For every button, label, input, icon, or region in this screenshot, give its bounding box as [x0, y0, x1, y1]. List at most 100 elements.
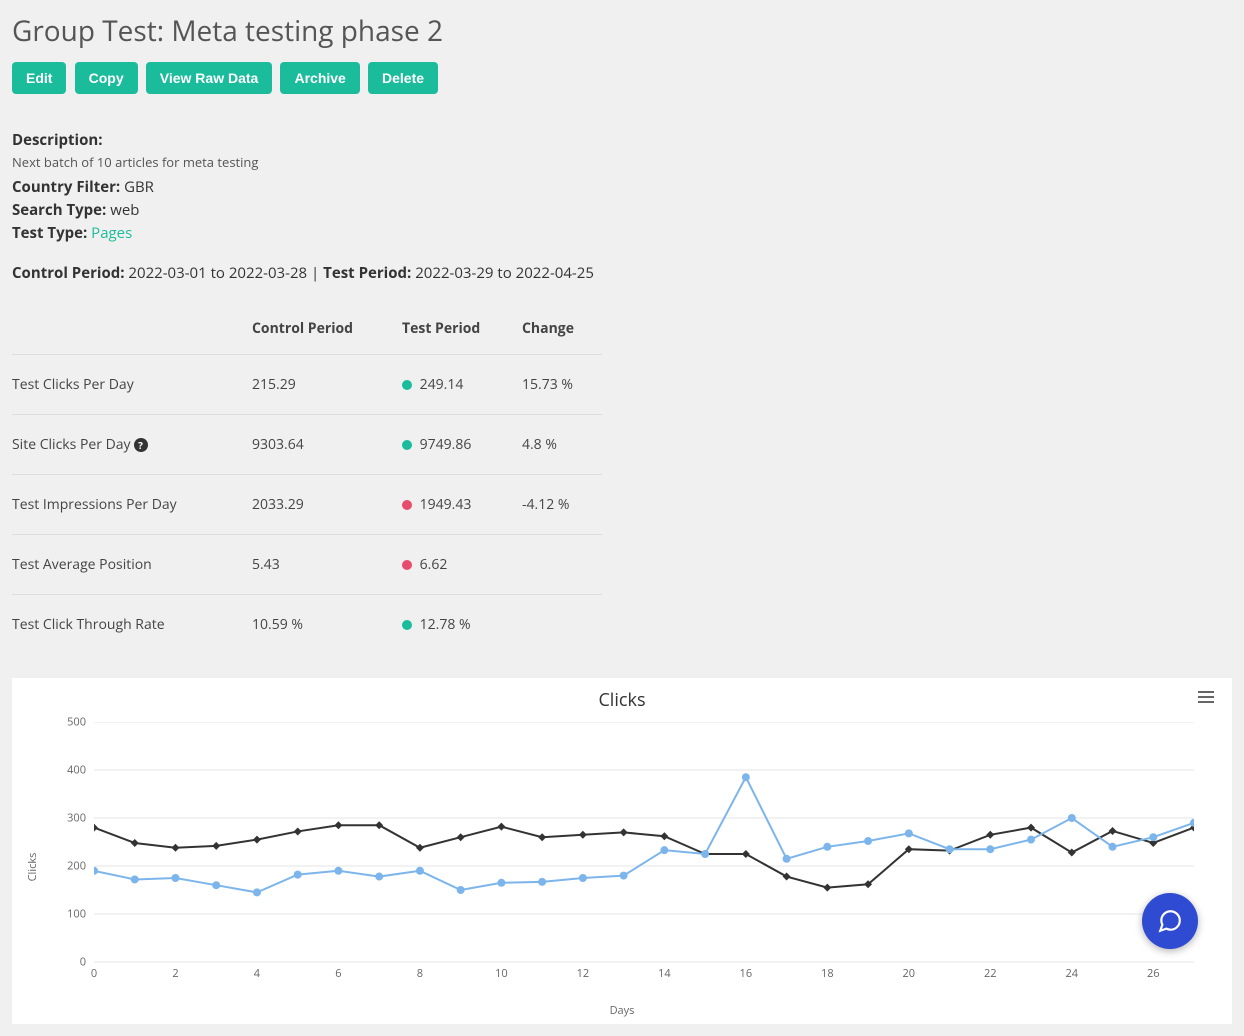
y-tick-label: 400 — [67, 763, 86, 778]
chart-marker[interactable] — [660, 832, 668, 840]
chart-marker[interactable] — [457, 833, 465, 841]
chart-marker[interactable] — [986, 845, 994, 853]
search-type-value: web — [110, 200, 139, 220]
chart-marker[interactable] — [660, 846, 668, 854]
table-header-test: Test Period — [402, 303, 522, 355]
clicks-chart-card: Clicks Clicks 0100200300400500 024681012… — [12, 678, 1232, 1024]
chart-marker[interactable] — [131, 839, 139, 847]
chart-marker[interactable] — [1068, 814, 1076, 822]
chart-marker[interactable] — [171, 874, 179, 882]
chart-series-line — [94, 825, 1194, 887]
chart-marker[interactable] — [497, 879, 505, 887]
chart-marker[interactable] — [620, 828, 628, 836]
chart-marker[interactable] — [497, 823, 505, 831]
x-tick-label: 2 — [172, 966, 178, 981]
chart-marker[interactable] — [457, 886, 465, 894]
chart-marker[interactable] — [1190, 819, 1194, 827]
metric-name-cell: Test Impressions Per Day — [12, 475, 252, 535]
change-value-cell: 15.73 % — [522, 355, 602, 415]
chart-menu-icon[interactable] — [1198, 688, 1214, 706]
chart-marker[interactable] — [375, 821, 383, 829]
negative-dot-icon — [402, 500, 412, 510]
x-tick-label: 24 — [1065, 966, 1078, 981]
table-header-change: Change — [522, 303, 602, 355]
metric-name-cell: Test Click Through Rate — [12, 595, 252, 655]
delete-button[interactable]: Delete — [368, 62, 438, 94]
chart-marker[interactable] — [94, 824, 98, 832]
chart-marker[interactable] — [1109, 843, 1117, 851]
control-value-cell: 10.59 % — [252, 595, 402, 655]
control-value-cell: 2033.29 — [252, 475, 402, 535]
chart-marker[interactable] — [94, 867, 98, 875]
meta-info-block: Description: Next batch of 10 articles f… — [12, 130, 1232, 243]
y-tick-label: 300 — [67, 811, 86, 826]
view-raw-data-button[interactable]: View Raw Data — [146, 62, 273, 94]
country-filter-label: Country Filter: — [12, 177, 120, 197]
test-value-cell: 9749.86 — [402, 415, 522, 475]
table-row: Test Average Position5.43 6.62 — [12, 535, 602, 595]
chart-marker[interactable] — [212, 842, 220, 850]
chart-marker[interactable] — [905, 829, 913, 837]
chart-marker[interactable] — [946, 845, 954, 853]
chart-marker[interactable] — [212, 881, 220, 889]
search-type-label: Search Type: — [12, 200, 106, 220]
chart-marker[interactable] — [538, 833, 546, 841]
copy-button[interactable]: Copy — [75, 62, 138, 94]
x-tick-label: 6 — [335, 966, 341, 981]
chart-marker[interactable] — [253, 888, 261, 896]
chart-marker[interactable] — [253, 836, 261, 844]
chart-marker[interactable] — [334, 821, 342, 829]
chart-marker[interactable] — [171, 844, 179, 852]
table-row: Site Clicks Per Day?9303.64 9749.864.8 % — [12, 415, 602, 475]
chat-icon — [1157, 908, 1183, 934]
chart-marker[interactable] — [375, 873, 383, 881]
change-value-cell: 4.8 % — [522, 415, 602, 475]
change-value-cell — [522, 535, 602, 595]
test-value-cell: 12.78 % — [402, 595, 522, 655]
test-type-link[interactable]: Pages — [91, 223, 132, 243]
test-value-cell: 6.62 — [402, 535, 522, 595]
chart-marker[interactable] — [620, 872, 628, 880]
table-row: Test Click Through Rate10.59 % 12.78 % — [12, 595, 602, 655]
test-type-label: Test Type: — [12, 223, 87, 243]
x-tick-label: 0 — [91, 966, 97, 981]
period-separator: | — [311, 263, 323, 283]
chart-marker[interactable] — [742, 773, 750, 781]
chart-marker[interactable] — [701, 850, 709, 858]
chart-marker[interactable] — [1027, 836, 1035, 844]
change-value-cell: -4.12 % — [522, 475, 602, 535]
chart-marker[interactable] — [783, 855, 791, 863]
action-button-row: Edit Copy View Raw Data Archive Delete — [12, 62, 1232, 94]
chart-marker[interactable] — [294, 871, 302, 879]
chart-marker[interactable] — [579, 831, 587, 839]
y-tick-label: 0 — [80, 955, 86, 970]
chart-marker[interactable] — [986, 831, 994, 839]
control-value-cell: 5.43 — [252, 535, 402, 595]
description-value: Next batch of 10 articles for meta testi… — [12, 153, 1232, 171]
x-tick-label: 4 — [254, 966, 260, 981]
x-tick-label: 18 — [821, 966, 834, 981]
chart-marker[interactable] — [416, 844, 424, 852]
chart-marker[interactable] — [334, 867, 342, 875]
chart-marker[interactable] — [823, 843, 831, 851]
chart-marker[interactable] — [864, 837, 872, 845]
archive-button[interactable]: Archive — [280, 62, 359, 94]
chart-marker[interactable] — [823, 884, 831, 892]
chart-marker[interactable] — [294, 827, 302, 835]
chart-marker[interactable] — [783, 873, 791, 881]
metric-name-cell: Test Clicks Per Day — [12, 355, 252, 415]
edit-button[interactable]: Edit — [12, 62, 66, 94]
chart-marker[interactable] — [742, 850, 750, 858]
chart-marker[interactable] — [1149, 833, 1157, 841]
chart-marker[interactable] — [538, 878, 546, 886]
chart-marker[interactable] — [416, 867, 424, 875]
chart-plot-area: Clicks 0100200300400500 0246810121416182… — [24, 722, 1220, 1012]
chart-x-axis-label: Days — [610, 1003, 635, 1018]
chart-marker[interactable] — [579, 874, 587, 882]
help-fab-button[interactable] — [1142, 893, 1198, 949]
chart-marker[interactable] — [131, 875, 139, 883]
control-value-cell: 9303.64 — [252, 415, 402, 475]
chart-marker[interactable] — [1109, 827, 1117, 835]
x-tick-label: 22 — [984, 966, 997, 981]
help-icon[interactable]: ? — [134, 438, 148, 452]
